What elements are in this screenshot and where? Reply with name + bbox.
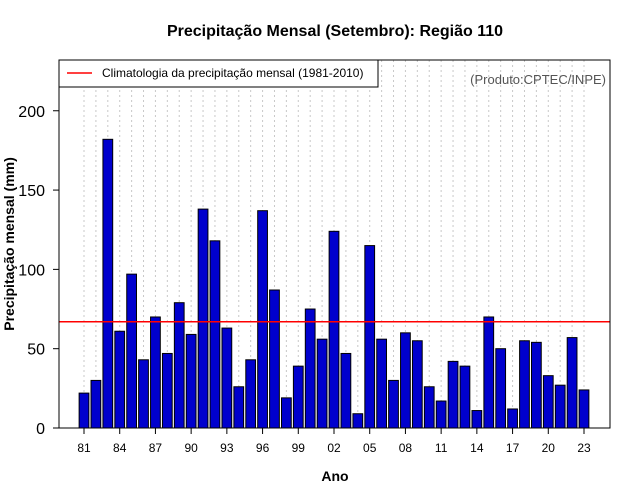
bar-86 [138,359,149,429]
bar-07 [388,379,399,429]
bar-90 [185,333,197,429]
bar-18 [519,340,530,429]
bar-87 [150,316,161,429]
bar-84 [114,330,126,429]
bar-17 [507,408,518,429]
bar-08 [400,332,411,429]
x-tick-label: 99 [292,441,306,455]
bar-09 [411,340,423,429]
bar-02 [328,230,340,429]
y-tick-label: 50 [27,342,45,359]
bar-01 [316,338,328,429]
bar-94 [233,386,245,429]
bar-82 [90,379,102,429]
bar-97 [269,289,280,429]
legend-label: Climatologia da precipitação mensal (198… [102,66,363,80]
bar-93 [221,327,233,429]
bar-81 [78,392,90,429]
x-tick-label: 87 [149,441,163,455]
bar-96 [257,210,268,429]
y-axis: 0 50 100 150 200 [18,104,59,438]
x-tick-label: 81 [77,441,91,455]
bar-20 [542,375,554,429]
bar-88 [161,352,173,429]
bar-layer [78,138,590,429]
x-axis: 81 84 87 90 93 96 99 02 05 08 11 14 17 20 23 [77,428,591,455]
credit-text: (Produto:CPTEC/INPE) [470,72,606,87]
bar-14 [471,410,483,429]
bar-00 [304,308,316,429]
x-tick-label: 05 [363,441,377,455]
bar-12 [447,360,459,429]
y-tick-label: 150 [18,183,45,200]
x-tick-label: 90 [184,441,198,455]
bar-22 [566,337,578,429]
x-tick-label: 02 [327,441,341,455]
bar-85 [126,273,137,429]
bar-92 [209,240,221,429]
bar-23 [578,389,590,429]
bar-21 [554,384,566,429]
x-tick-label: 84 [113,441,127,455]
chart-title: Precipitação Mensal (Setembro): Região 1… [167,23,503,40]
x-tick-label: 20 [542,441,556,455]
bar-05 [364,245,376,429]
bar-10 [423,386,435,429]
x-axis-title: Ano [321,468,348,484]
bar-19 [531,341,542,429]
x-tick-label: 08 [399,441,413,455]
bar-16 [495,348,507,429]
y-tick-label: 200 [18,104,45,121]
bar-91 [197,208,209,429]
bar-95 [245,359,257,429]
bar-15 [483,316,495,429]
bar-11 [435,400,447,429]
bar-03 [340,352,352,429]
legend: Climatologia da precipitação mensal (198… [58,59,379,88]
bar-99 [292,365,304,429]
y-axis-title: Precipitação mensal (mm) [1,157,17,331]
legend-box [58,59,379,88]
x-tick-label: 14 [470,441,484,455]
bar-98 [281,397,292,429]
x-tick-label: 17 [506,441,520,455]
x-tick-label: 96 [256,441,270,455]
y-tick-label: 0 [36,421,45,438]
x-tick-label: 11 [435,441,448,455]
y-tick-label: 100 [18,262,45,279]
bar-06 [376,338,387,429]
bar-83 [102,138,114,429]
x-tick-label: 23 [577,441,591,455]
x-tick-label: 93 [220,441,234,455]
bar-13 [459,365,471,429]
bar-04 [352,413,364,429]
